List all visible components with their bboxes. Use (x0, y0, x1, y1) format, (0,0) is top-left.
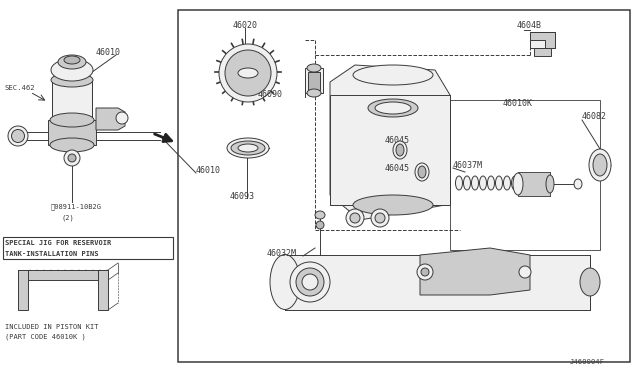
Circle shape (316, 221, 324, 229)
Polygon shape (48, 120, 96, 145)
Polygon shape (530, 32, 555, 48)
Ellipse shape (346, 209, 364, 227)
Bar (530, 32, 555, 48)
Circle shape (64, 150, 80, 166)
Ellipse shape (589, 149, 611, 181)
Bar (3, 237, 173, 259)
Ellipse shape (238, 144, 258, 152)
Ellipse shape (219, 44, 277, 102)
Text: TANK-INSTALLATION PINS: TANK-INSTALLATION PINS (5, 251, 99, 257)
Ellipse shape (296, 268, 324, 296)
Ellipse shape (472, 176, 479, 190)
Bar (450, 100, 600, 250)
Bar (518, 172, 550, 196)
Ellipse shape (495, 176, 502, 190)
Ellipse shape (51, 59, 93, 81)
Ellipse shape (51, 73, 93, 87)
Ellipse shape (546, 175, 554, 193)
Text: SEC.462: SEC.462 (4, 85, 35, 91)
Circle shape (68, 154, 76, 162)
Circle shape (116, 112, 128, 124)
Ellipse shape (270, 254, 300, 310)
Circle shape (421, 268, 429, 276)
Ellipse shape (290, 262, 330, 302)
Ellipse shape (415, 163, 429, 181)
Ellipse shape (50, 113, 94, 127)
Text: 46032M: 46032M (267, 248, 297, 257)
Polygon shape (330, 95, 450, 205)
Bar (305, 68, 323, 93)
Text: SPECIAL JIG FOR RESERVOIR: SPECIAL JIG FOR RESERVOIR (5, 240, 111, 246)
Polygon shape (518, 172, 550, 196)
Ellipse shape (488, 176, 495, 190)
Polygon shape (285, 255, 590, 310)
Text: 46045: 46045 (385, 135, 410, 144)
Text: 46090: 46090 (258, 90, 283, 99)
Ellipse shape (64, 56, 80, 64)
Ellipse shape (315, 211, 325, 219)
Bar (308, 72, 320, 90)
Text: 46010: 46010 (96, 48, 121, 57)
Bar (534, 48, 551, 56)
Ellipse shape (371, 209, 389, 227)
Ellipse shape (307, 89, 321, 97)
Circle shape (519, 266, 531, 278)
Ellipse shape (375, 102, 411, 114)
Ellipse shape (353, 195, 433, 215)
Ellipse shape (396, 144, 404, 156)
Text: INCLUDED IN PISTON KIT: INCLUDED IN PISTON KIT (5, 324, 99, 330)
Ellipse shape (418, 166, 426, 178)
Polygon shape (18, 270, 28, 310)
Polygon shape (420, 248, 530, 295)
Ellipse shape (580, 268, 600, 296)
Ellipse shape (393, 141, 407, 159)
Polygon shape (330, 65, 450, 220)
Text: ⓝ08911-10B2G: ⓝ08911-10B2G (51, 204, 102, 210)
Ellipse shape (353, 65, 433, 85)
Polygon shape (18, 270, 108, 280)
Text: (2): (2) (61, 215, 74, 221)
Ellipse shape (504, 176, 511, 190)
Ellipse shape (8, 126, 28, 146)
Text: 46020: 46020 (233, 20, 258, 29)
Bar (178, 10, 630, 362)
Text: 46082: 46082 (582, 112, 607, 121)
Ellipse shape (350, 213, 360, 223)
Ellipse shape (12, 129, 24, 142)
Ellipse shape (463, 176, 470, 190)
Ellipse shape (593, 154, 607, 176)
Ellipse shape (238, 68, 258, 78)
Ellipse shape (50, 138, 94, 152)
Ellipse shape (231, 141, 265, 155)
Text: 46010K: 46010K (503, 99, 533, 108)
Text: 46037M: 46037M (453, 160, 483, 170)
Ellipse shape (511, 176, 518, 190)
Text: 46010: 46010 (196, 166, 221, 174)
Ellipse shape (456, 176, 463, 190)
Text: 46093: 46093 (230, 192, 255, 201)
Ellipse shape (513, 173, 523, 195)
Polygon shape (52, 80, 92, 120)
Ellipse shape (227, 138, 269, 158)
Ellipse shape (307, 64, 321, 72)
Ellipse shape (574, 179, 582, 189)
Ellipse shape (368, 99, 418, 117)
Text: (PART CODE 46010K ): (PART CODE 46010K ) (5, 334, 86, 340)
Ellipse shape (302, 274, 318, 290)
Ellipse shape (225, 50, 271, 96)
Polygon shape (98, 270, 108, 310)
Ellipse shape (375, 213, 385, 223)
Circle shape (417, 264, 433, 280)
Polygon shape (96, 108, 125, 130)
Ellipse shape (479, 176, 486, 190)
Text: J460004F: J460004F (570, 359, 605, 365)
Ellipse shape (58, 55, 86, 69)
Text: 4604B: 4604B (517, 20, 542, 29)
Text: 46045: 46045 (385, 164, 410, 173)
